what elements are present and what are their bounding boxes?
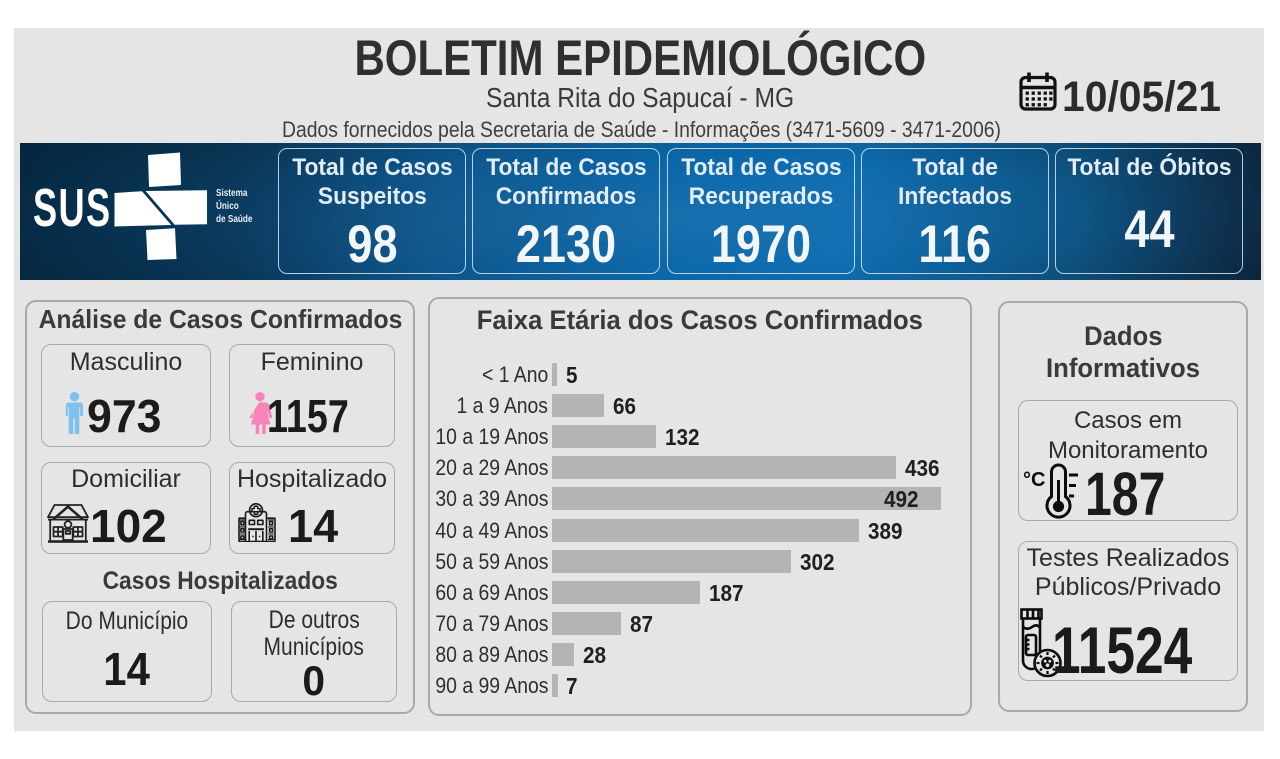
svg-text:°C: °C [1023,469,1045,491]
